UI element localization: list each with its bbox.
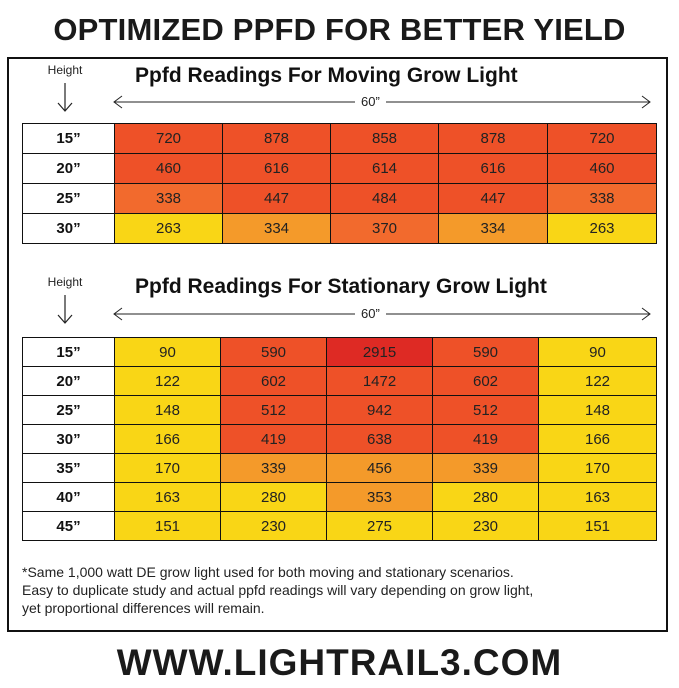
ppfd-value-cell: 942 (326, 395, 433, 425)
ppfd-value-cell: 460 (114, 153, 223, 184)
ppfd-value-cell: 720 (547, 123, 657, 154)
moving-ppfd-table: 15” 720 878 858 878 720 20” 460 616 614 616 460 25” 3… (22, 123, 657, 244)
ppfd-value-cell: 419 (432, 424, 539, 454)
moving-section-title: Ppfd Readings For Moving Grow Light (135, 64, 518, 87)
height-cell: 40” (22, 482, 115, 512)
height-cell: 15” (22, 123, 115, 154)
ppfd-value-cell: 334 (222, 213, 331, 244)
table-row: 45” 151 230 275 230 151 (22, 511, 657, 541)
table-row: 35” 170 339 456 339 170 (22, 453, 657, 483)
stationary-span-label: 60” (355, 306, 386, 321)
height-cell: 30” (22, 213, 115, 244)
height-cell: 25” (22, 183, 115, 214)
ppfd-value-cell: 122 (114, 366, 221, 396)
moving-height-label: Height (47, 63, 83, 77)
ppfd-value-cell: 230 (220, 511, 327, 541)
table-row: 30” 263 334 370 334 263 (22, 213, 657, 244)
ppfd-value-cell: 122 (538, 366, 657, 396)
ppfd-value-cell: 512 (220, 395, 327, 425)
ppfd-value-cell: 602 (220, 366, 327, 396)
ppfd-value-cell: 456 (326, 453, 433, 483)
ppfd-value-cell: 339 (220, 453, 327, 483)
table-row: 15” 90 590 2915 590 90 (22, 337, 657, 367)
ppfd-value-cell: 338 (547, 183, 657, 214)
ppfd-value-cell: 370 (330, 213, 439, 244)
table-row: 20” 122 602 1472 602 122 (22, 366, 657, 396)
website-url: WWW.LIGHTRAIL3.COM (116, 642, 563, 683)
ppfd-value-cell: 148 (538, 395, 657, 425)
ppfd-value-cell: 878 (438, 123, 548, 154)
ppfd-value-cell: 720 (114, 123, 223, 154)
ppfd-value-cell: 447 (438, 183, 548, 214)
ppfd-value-cell: 275 (326, 511, 433, 541)
table-row: 40” 163 280 353 280 163 (22, 482, 657, 512)
footnote-line: *Same 1,000 watt DE grow light used for … (22, 564, 514, 580)
stationary-down-arrow-icon (57, 295, 73, 324)
ppfd-value-cell: 484 (330, 183, 439, 214)
table-row: 30” 166 419 638 419 166 (22, 424, 657, 454)
height-cell: 30” (22, 424, 115, 454)
ppfd-value-cell: 590 (432, 337, 539, 367)
ppfd-value-cell: 602 (432, 366, 539, 396)
ppfd-value-cell: 170 (538, 453, 657, 483)
ppfd-value-cell: 460 (547, 153, 657, 184)
content-frame (7, 57, 668, 632)
height-cell: 25” (22, 395, 115, 425)
table-row: 25” 338 447 484 447 338 (22, 183, 657, 214)
height-cell: 45” (22, 511, 115, 541)
ppfd-value-cell: 148 (114, 395, 221, 425)
ppfd-value-cell: 616 (222, 153, 331, 184)
ppfd-value-cell: 338 (114, 183, 223, 214)
ppfd-value-cell: 151 (114, 511, 221, 541)
height-cell: 15” (22, 337, 115, 367)
ppfd-value-cell: 163 (114, 482, 221, 512)
ppfd-value-cell: 590 (220, 337, 327, 367)
ppfd-value-cell: 1472 (326, 366, 433, 396)
table-row: 20” 460 616 614 616 460 (22, 153, 657, 184)
ppfd-value-cell: 280 (432, 482, 539, 512)
footnote: *Same 1,000 watt DE grow light used for … (22, 563, 662, 617)
stationary-section-title: Ppfd Readings For Stationary Grow Light (135, 275, 547, 298)
height-cell: 20” (22, 153, 115, 184)
ppfd-value-cell: 334 (438, 213, 548, 244)
ppfd-value-cell: 280 (220, 482, 327, 512)
ppfd-value-cell: 447 (222, 183, 331, 214)
height-cell: 35” (22, 453, 115, 483)
ppfd-value-cell: 90 (114, 337, 221, 367)
ppfd-value-cell: 151 (538, 511, 657, 541)
stationary-ppfd-table: 15” 90 590 2915 590 90 20” 122 602 1472 602 122 25” 1… (22, 337, 657, 541)
moving-down-arrow-icon (57, 83, 73, 112)
ppfd-value-cell: 166 (114, 424, 221, 454)
ppfd-value-cell: 858 (330, 123, 439, 154)
moving-span-label: 60” (355, 94, 386, 109)
ppfd-value-cell: 353 (326, 482, 433, 512)
ppfd-value-cell: 878 (222, 123, 331, 154)
height-cell: 20” (22, 366, 115, 396)
table-row: 25” 148 512 942 512 148 (22, 395, 657, 425)
ppfd-value-cell: 419 (220, 424, 327, 454)
ppfd-value-cell: 170 (114, 453, 221, 483)
table-row: 15” 720 878 858 878 720 (22, 123, 657, 154)
page-title: OPTIMIZED PPFD FOR BETTER YIELD (53, 12, 626, 47)
ppfd-value-cell: 339 (432, 453, 539, 483)
stationary-height-label: Height (47, 275, 83, 289)
ppfd-value-cell: 163 (538, 482, 657, 512)
footnote-line: Easy to duplicate study and actual ppfd … (22, 582, 534, 598)
ppfd-value-cell: 512 (432, 395, 539, 425)
ppfd-value-cell: 263 (114, 213, 223, 244)
ppfd-value-cell: 166 (538, 424, 657, 454)
ppfd-value-cell: 230 (432, 511, 539, 541)
ppfd-value-cell: 638 (326, 424, 433, 454)
ppfd-value-cell: 616 (438, 153, 548, 184)
ppfd-value-cell: 614 (330, 153, 439, 184)
ppfd-value-cell: 2915 (326, 337, 433, 367)
ppfd-value-cell: 263 (547, 213, 657, 244)
footnote-line: yet proportional differences will remain… (22, 600, 265, 616)
ppfd-value-cell: 90 (538, 337, 657, 367)
